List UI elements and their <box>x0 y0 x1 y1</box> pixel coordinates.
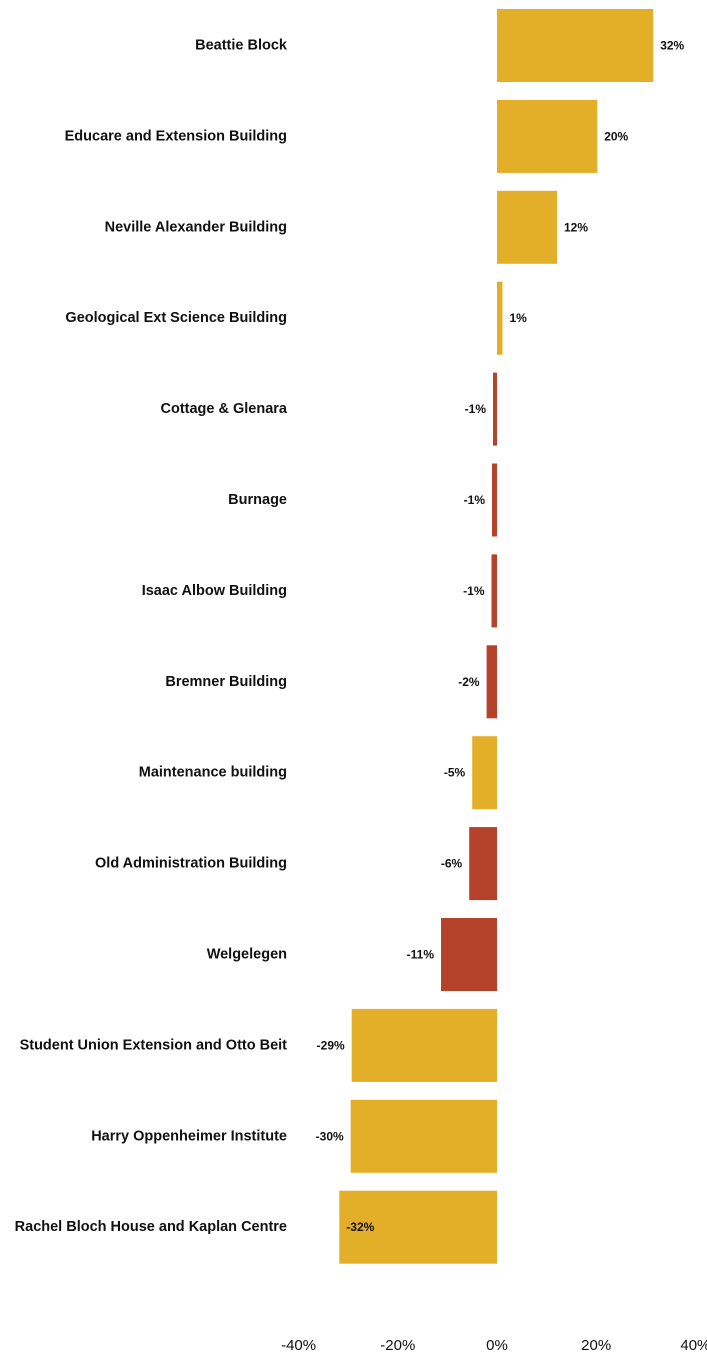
value-label-neville-alexander-building: 12% <box>564 220 588 234</box>
bar-old-administration-building <box>469 827 497 901</box>
category-label-beattie-block: Beattie Block <box>195 38 288 54</box>
bar-educare-and-extension-building <box>497 99 598 173</box>
x-tick-label: -20% <box>380 1337 415 1354</box>
bar-welgelegen <box>441 918 497 991</box>
category-label-rachel-bloch-house-and-kaplan-centre: Rachel Bloch House and Kaplan Centre <box>15 1219 287 1235</box>
category-label-educare-and-extension-building: Educare and Extension Building <box>65 128 287 144</box>
bar-neville-alexander-building <box>497 190 557 264</box>
bar-rachel-bloch-house-and-kaplan-centre <box>339 1190 497 1264</box>
value-label-educare-and-extension-building: 20% <box>604 129 628 143</box>
value-label-cottage-and-glenara: -1% <box>465 402 487 416</box>
category-label-harry-oppenheimer-institute: Harry Oppenheimer Institute <box>91 1128 287 1144</box>
bar-maintenance-building <box>472 736 497 810</box>
category-label-burnage: Burnage <box>228 492 287 508</box>
value-label-welgelegen: -11% <box>407 948 435 962</box>
bar-cottage-and-glenara <box>493 372 497 446</box>
category-label-cottage-and-glenara: Cottage & Glenara <box>161 401 288 417</box>
x-tick-label: 40% <box>680 1337 707 1354</box>
bars-layer <box>339 9 654 1264</box>
bar-burnage <box>492 463 497 537</box>
value-label-harry-oppenheimer-institute: -30% <box>316 1129 344 1143</box>
bar-geological-ext-science-building <box>497 281 503 355</box>
value-label-student-union-extension-and-otto-beit: -29% <box>317 1038 345 1052</box>
category-label-welgelegen: Welgelegen <box>207 947 287 963</box>
category-label-bremner-building: Bremner Building <box>165 674 287 690</box>
value-label-geological-ext-science-building: 1% <box>510 311 528 325</box>
value-label-burnage: -1% <box>464 493 486 507</box>
bar-beattie-block <box>497 9 654 82</box>
value-labels: 32% 20% 12% 1% -1% -1% -1% -2% -5% -6% -11% -29% -30… <box>316 39 685 1235</box>
category-label-isaac-albow-building: Isaac Albow Building <box>142 583 287 599</box>
bar-student-union-extension-and-otto-beit <box>351 1008 497 1082</box>
x-axis-ticks: -40% -20% 0% 20% 40% <box>281 1337 707 1354</box>
bar-isaac-albow-building <box>491 554 497 628</box>
x-tick-label: 20% <box>581 1337 611 1354</box>
x-tick-label: 0% <box>486 1337 508 1354</box>
value-label-rachel-bloch-house-and-kaplan-centre: -32% <box>346 1220 374 1234</box>
value-label-bremner-building: -2% <box>458 675 480 689</box>
category-label-maintenance-building: Maintenance building <box>139 765 287 781</box>
category-label-geological-ext-science-building: Geological Ext Science Building <box>65 310 287 326</box>
category-label-old-administration-building: Old Administration Building <box>95 856 287 872</box>
category-label-student-union-extension-and-otto-beit: Student Union Extension and Otto Beit <box>20 1037 288 1053</box>
bar-bremner-building <box>486 645 497 719</box>
category-labels: Beattie Block Educare and Extension Build… <box>15 38 288 1236</box>
value-label-maintenance-building: -5% <box>444 766 466 780</box>
value-label-beattie-block: 32% <box>660 39 684 53</box>
value-label-isaac-albow-building: -1% <box>463 584 485 598</box>
bar-harry-oppenheimer-institute <box>350 1099 497 1173</box>
category-label-neville-alexander-building: Neville Alexander Building <box>105 219 287 235</box>
value-label-old-administration-building: -6% <box>441 857 463 871</box>
x-tick-label: -40% <box>281 1337 316 1354</box>
